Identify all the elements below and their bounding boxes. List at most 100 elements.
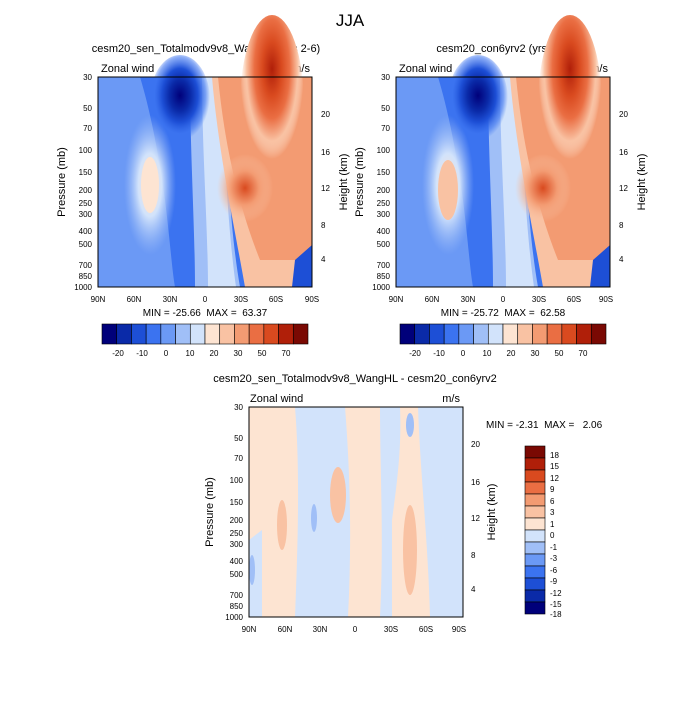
panel-2-xtick-label: 30S (532, 295, 546, 304)
panel-3-colorbar-label: 6 (550, 497, 555, 506)
panel-1-ytick-label: 1000 (74, 283, 92, 292)
colorbar-swatch (278, 323, 294, 345)
panel-3-colorbar-label: -3 (550, 554, 558, 563)
colorbar-swatch (524, 517, 546, 531)
panel-3-variable-label: Zonal wind (250, 393, 303, 405)
panel-1-xtick-label: 90S (305, 295, 319, 304)
colorbar-swatch (524, 565, 546, 579)
panel-2-colorbar-label: 50 (555, 349, 564, 358)
colorbar-swatch (524, 589, 546, 603)
colorbar-swatch (116, 323, 132, 345)
panel-1-ytick-label: 150 (79, 168, 93, 177)
panel-1-ytick-label: 400 (79, 227, 93, 236)
colorbar-swatch (175, 323, 191, 345)
panel-1-ylabel: Pressure (mb) (56, 147, 68, 217)
panel-3-colorbar-label: 9 (550, 485, 555, 494)
colorbar-swatch (524, 493, 546, 507)
panel-2-ytick-label: 100 (377, 146, 391, 155)
panel-1-ytick-label: 100 (79, 146, 93, 155)
colorbar-swatch (160, 323, 176, 345)
colorbar-swatch (517, 323, 533, 345)
panel-2-xtick-label: 0 (501, 295, 506, 304)
panel-3-colorbar-label: -12 (550, 589, 562, 598)
panel-3-xtick-label: 60S (419, 625, 433, 634)
panel-1-xtick-label: 60N (127, 295, 142, 304)
panel-2-ytick-label: 850 (377, 272, 391, 281)
figure-title: JJA (336, 11, 365, 30)
panel-2-xtick-label: 60S (567, 295, 581, 304)
panel-2-ytick-label: 200 (377, 186, 391, 195)
panel-2-height-tick-label: 8 (619, 221, 624, 230)
panel-3-colorbar (524, 445, 546, 615)
panel-1-ylabel-right: Height (km) (338, 154, 350, 211)
panel-1-colorbar-label: 70 (282, 349, 291, 358)
colorbar-swatch (473, 323, 489, 345)
panel-2-xtick-label: 90N (389, 295, 404, 304)
panel-2-colorbar-label: 10 (483, 349, 492, 358)
panel-3-ytick-label: 700 (230, 591, 244, 600)
colorbar-swatch (524, 505, 546, 519)
panel-3-colorbar-label: 0 (550, 531, 555, 540)
panel-2-xtick-label: 30N (461, 295, 476, 304)
colorbar-swatch (524, 469, 546, 483)
panel-3-x-axis: 90N 60N 30N 0 30S 60S 90S (242, 625, 466, 634)
panel-3-ytick-label: 850 (230, 602, 244, 611)
panel-3-height-tick-label: 20 (471, 440, 480, 449)
colorbar-swatch (546, 323, 563, 345)
panel-1-xtick-label: 60S (269, 295, 283, 304)
panel-1: cesm20_sen_Totalmodv9v8_WangHL (yrs 2-6)… (56, 15, 350, 358)
panel-3-frame (248, 406, 464, 618)
panel-2-ytick-label: 30 (381, 73, 390, 82)
panel-1-height-tick-label: 20 (321, 110, 330, 119)
panel-2-colorbar-label: -20 (409, 349, 421, 358)
panel-3-ylabel-right: Height (km) (486, 484, 498, 541)
panel-3-xtick-label: 90N (242, 625, 257, 634)
panel-1-height-tick-label: 12 (321, 184, 330, 193)
panel-2-colorbar-labels: -20 -10 0 10 20 30 50 70 (409, 349, 588, 358)
panel-3-ytick-label: 250 (230, 529, 244, 538)
panel-1-ytick-label: 500 (79, 240, 93, 249)
panel-3-ytick-label: 500 (230, 570, 244, 579)
panel-3-ytick-label: 70 (234, 454, 243, 463)
panel-3-colorbar-label: 3 (550, 508, 555, 517)
panel-3-colorbar-label: 15 (550, 462, 559, 471)
panel-1-colorbar-label: 10 (186, 349, 195, 358)
colorbar-swatch (524, 553, 546, 567)
panel-3-ytick-label: 150 (230, 498, 244, 507)
colorbar-swatch (524, 577, 546, 591)
colorbar-swatch (414, 323, 430, 345)
panel-1-ytick-label: 250 (79, 199, 93, 208)
panel-2: cesm20_con6yrv2 (yrs 2-6) Zonal wind m/s… (354, 15, 648, 358)
panel-1-ytick-label: 50 (83, 104, 92, 113)
panel-1-xtick-label: 0 (203, 295, 208, 304)
panel-1-xtick-label: 30N (163, 295, 178, 304)
panel-2-ytick-label: 700 (377, 261, 391, 270)
panel-3-colorbar-label: -6 (550, 566, 558, 575)
panel-3-y-axis: 30 50 70 100 150 200 250 300 400 500 700… (225, 403, 243, 622)
panel-2-ytick-label: 250 (377, 199, 391, 208)
panel-3-colorbar-label: 1 (550, 520, 555, 529)
colorbar-swatch (131, 323, 147, 345)
colorbar-swatch (532, 323, 548, 345)
panel-1-height-tick-label: 4 (321, 255, 326, 264)
panel-2-title: cesm20_con6yrv2 (yrs 2-6) (436, 43, 569, 55)
panel-2-ytick-label: 300 (377, 210, 391, 219)
colorbar-swatch (487, 323, 504, 345)
panel-2-height-tick-label: 4 (619, 255, 624, 264)
colorbar-swatch (248, 323, 265, 345)
panel-1-contour-field (98, 15, 312, 287)
panel-3-colorbar-label: -1 (550, 543, 558, 552)
panel-3-height-tick-label: 16 (471, 478, 480, 487)
panel-3-colorbar-labels: 18 15 12 9 6 3 1 0 -1 -3 -6 -9 -12 -15 -… (550, 451, 562, 619)
colorbar-swatch (524, 481, 546, 495)
panel-1-variable-label: Zonal wind (101, 63, 154, 75)
panel-2-y-axis: 30 50 70 100 150 200 250 300 400 500 700… (372, 73, 390, 292)
panel-1-ytick-label: 70 (83, 124, 92, 133)
panel-2-height-tick-label: 12 (619, 184, 628, 193)
panel-3-contour-field (249, 407, 463, 617)
colorbar-swatch (263, 323, 279, 345)
panel-3-colorbar-label: 18 (550, 451, 559, 460)
panel-2-frame (395, 76, 611, 288)
panel-2-height-axis: 20 16 12 8 4 (619, 110, 628, 264)
